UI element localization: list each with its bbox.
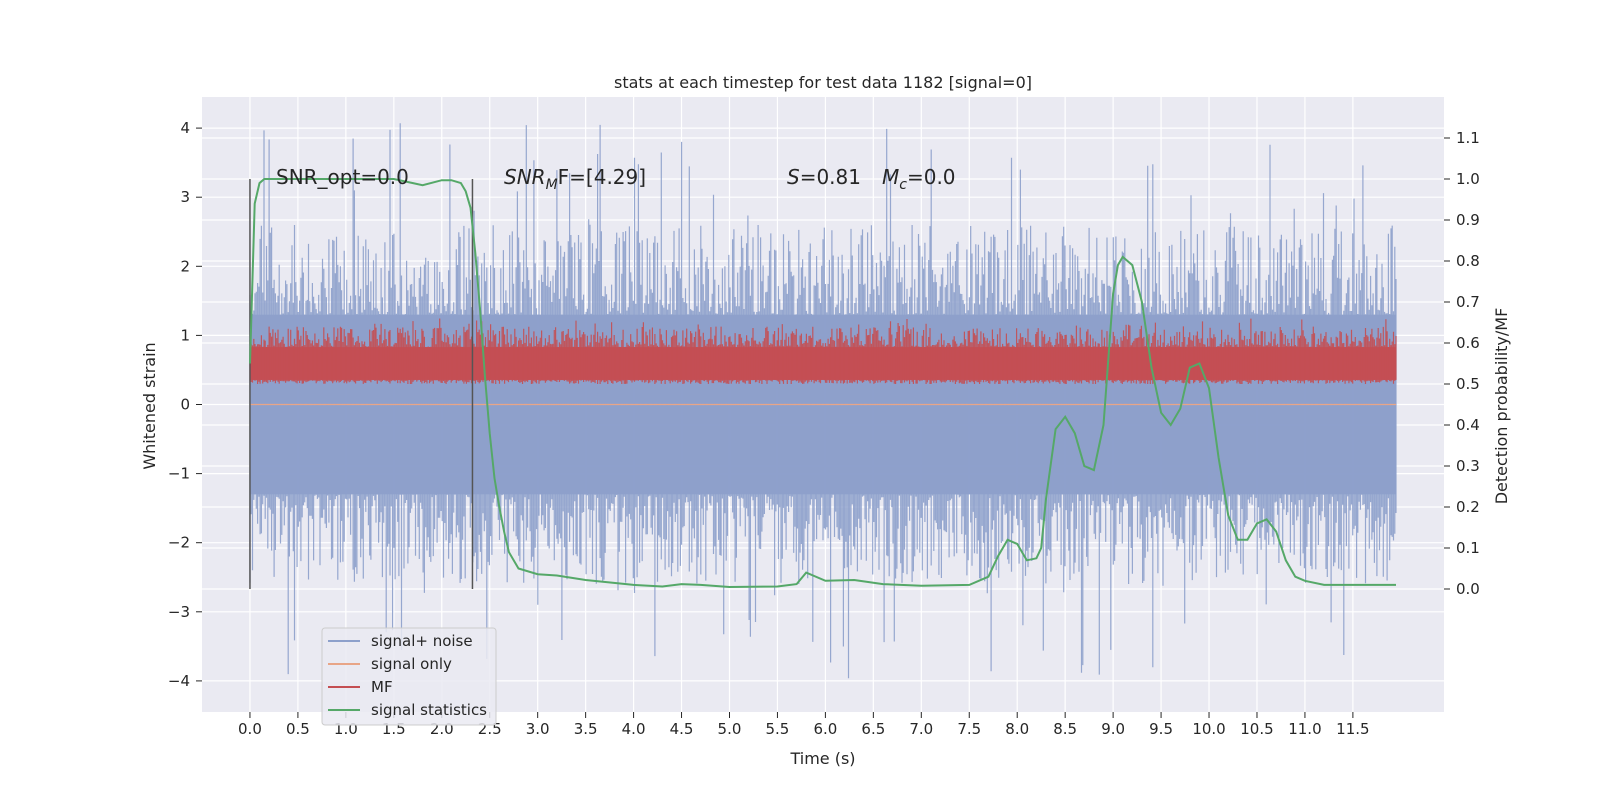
- x-tick-label: 0.0: [238, 720, 262, 738]
- annotation-mc: Mc=0.0: [882, 165, 956, 193]
- y-tick-label: 3: [180, 188, 190, 206]
- x-tick-label: 3.0: [526, 720, 550, 738]
- annotation-snr-mf-sub: M: [546, 177, 558, 193]
- x-tick-label: 8.5: [1053, 720, 1077, 738]
- y-tick-label: 0: [180, 396, 190, 414]
- annotation-s-value: =0.81: [800, 165, 861, 189]
- plot-content: [249, 123, 1397, 679]
- legend-label-signal-only: signal only: [371, 655, 452, 673]
- y-axis-right: 0.0 0.1 0.2 0.3 0.4 0.5 0.6 0.7 0.8 0.9 1.0 1.1: [1444, 129, 1480, 598]
- y-tick-label: −1: [168, 465, 190, 483]
- x-tick-label: 4.5: [670, 720, 694, 738]
- y-right-tick-label: 0.5: [1456, 375, 1480, 393]
- legend-box: [321, 627, 497, 726]
- y-tick-label: 2: [180, 257, 190, 275]
- legend: signal+ noise signal only MF signal stat…: [321, 627, 497, 726]
- y-tick-label: −4: [168, 672, 190, 690]
- annotation-mc-label: M: [882, 165, 899, 189]
- x-tick-label: 9.0: [1101, 720, 1125, 738]
- x-tick-label: 6.0: [813, 720, 837, 738]
- y-axis-right-label: Detection probability/MF: [1492, 308, 1511, 505]
- y-axis-label: Whitened strain: [140, 342, 159, 469]
- annotation-snr-mf-rest: F=[4.29]: [558, 165, 646, 189]
- chart-title: stats at each timestep for test data 118…: [614, 73, 1032, 92]
- y-right-tick-label: 0.0: [1456, 580, 1480, 598]
- x-tick-label: 7.5: [957, 720, 981, 738]
- annotation-mc-sub: c: [899, 177, 907, 193]
- y-tick-label: 4: [180, 119, 190, 137]
- y-right-tick-label: 0.7: [1456, 293, 1480, 311]
- annotation-mc-value: =0.0: [907, 165, 956, 189]
- legend-label-mf: MF: [371, 678, 393, 696]
- x-tick-label: 0.5: [286, 720, 310, 738]
- annotation-s-label: S: [787, 165, 800, 189]
- y-right-tick-label: 0.4: [1456, 416, 1480, 434]
- legend-label-signal-noise: signal+ noise: [371, 632, 473, 650]
- y-right-tick-label: 0.3: [1456, 457, 1480, 475]
- plot-area: [202, 97, 1444, 712]
- y-right-tick-label: 1.0: [1456, 170, 1480, 188]
- x-tick-label: 5.0: [718, 720, 742, 738]
- y-right-tick-label: 1.1: [1456, 129, 1480, 147]
- x-tick-label: 5.5: [766, 720, 790, 738]
- y-right-tick-label: 0.9: [1456, 211, 1480, 229]
- y-right-tick-label: 0.8: [1456, 252, 1480, 270]
- x-tick-label: 11.5: [1336, 720, 1369, 738]
- y-tick-label: −2: [168, 534, 190, 552]
- x-tick-label: 10.5: [1240, 720, 1273, 738]
- x-tick-label: 3.5: [574, 720, 598, 738]
- y-tick-label: −3: [168, 603, 190, 621]
- x-tick-label: 8.0: [1005, 720, 1029, 738]
- x-tick-label: 4.0: [622, 720, 646, 738]
- series-mf: [249, 318, 1397, 384]
- annotation-snr-mf-prefix: SNR: [504, 165, 546, 189]
- y-right-tick-label: 0.2: [1456, 498, 1480, 516]
- x-tick-label: 10.0: [1192, 720, 1225, 738]
- annotation-snr-opt: SNR_opt=0.0: [276, 165, 409, 189]
- x-tick-label: 6.5: [861, 720, 885, 738]
- legend-label-statistics: signal statistics: [371, 701, 487, 719]
- x-tick-label: 7.0: [909, 720, 933, 738]
- x-tick-label: 9.5: [1149, 720, 1173, 738]
- x-tick-label: 11.0: [1288, 720, 1321, 738]
- y-right-tick-label: 0.6: [1456, 334, 1480, 352]
- y-axis-left: −4 −3 −2 −1 0 1 2 3 4: [168, 119, 202, 690]
- y-right-tick-label: 0.1: [1456, 539, 1480, 557]
- annotation-snr-mf: SNRMF=[4.29]: [504, 165, 646, 193]
- y-tick-label: 1: [180, 326, 190, 344]
- annotation-s: S=0.81: [787, 165, 861, 189]
- series-signal-statistics: [249, 178, 1396, 589]
- x-axis-label: Time (s): [789, 749, 855, 768]
